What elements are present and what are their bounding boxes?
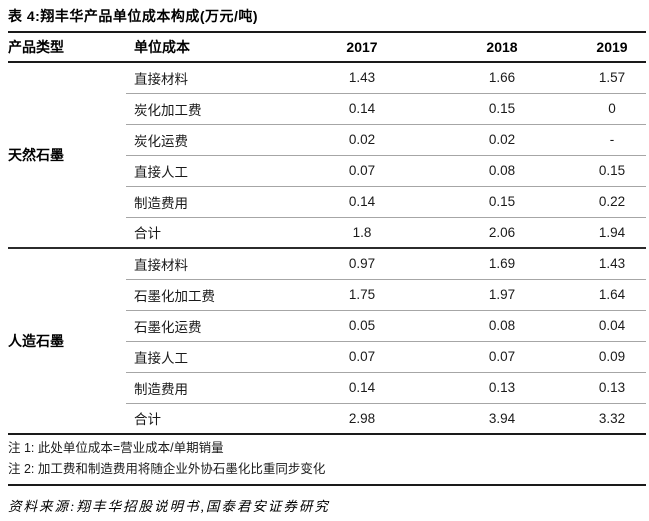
- cell-value: 1.8: [298, 217, 426, 249]
- cell-value: 1.43: [298, 62, 426, 94]
- cell-value: 0.97: [298, 247, 426, 280]
- table-row-subtotal: 合计 2.98 3.94 3.32: [8, 403, 646, 435]
- row-label: 制造费用: [126, 186, 298, 218]
- note-1: 注 1: 此处单位成本=营业成本/单期销量: [8, 441, 224, 455]
- row-label: 合计: [126, 217, 298, 249]
- note-2: 注 2: 加工费和制造费用将随企业外协石墨化比重同步变化: [8, 462, 326, 476]
- cell-value: 0.13: [426, 372, 578, 404]
- cell-value: 0.07: [426, 341, 578, 373]
- row-label: 直接材料: [126, 62, 298, 94]
- table-row: 直接人工 0.07 0.07 0.09: [8, 341, 646, 373]
- header-year-2018: 2018: [426, 33, 578, 63]
- cell-value: 0.15: [426, 186, 578, 218]
- cell-value: 3.94: [426, 403, 578, 435]
- cell-value: 1.94: [578, 217, 646, 249]
- cell-value: 1.57: [578, 62, 646, 94]
- cell-value: 0.02: [426, 124, 578, 156]
- cell-value: 1.75: [298, 279, 426, 311]
- row-label: 制造费用: [126, 372, 298, 404]
- header-year-2017: 2017: [298, 33, 426, 63]
- cell-value: 1.64: [578, 279, 646, 311]
- cell-value: 1.66: [426, 62, 578, 94]
- table-notes: 注 1: 此处单位成本=营业成本/单期销量 注 2: 加工费和制造费用将随企业外…: [8, 435, 646, 486]
- table-row: 石墨化加工费 1.75 1.97 1.64: [8, 279, 646, 311]
- header-unit-cost: 单位成本: [126, 33, 298, 63]
- table-title: 表 4:翔丰华产品单位成本构成(万元/吨): [8, 0, 646, 33]
- row-label: 直接人工: [126, 155, 298, 187]
- cell-value: 0.14: [298, 372, 426, 404]
- table-row: 直接人工 0.07 0.08 0.15: [8, 155, 646, 187]
- row-label: 炭化加工费: [126, 93, 298, 125]
- cell-value: 1.43: [578, 247, 646, 280]
- category-artificial-graphite: 人造石墨: [8, 247, 126, 435]
- cell-value: 0.09: [578, 341, 646, 373]
- cell-value: 0.14: [298, 93, 426, 125]
- cell-value: 0.05: [298, 310, 426, 342]
- header-row: 产品类型 单位成本 2017 2018 2019: [8, 33, 646, 63]
- data-source: 资料来源:翔丰华招股说明书,国泰君安证券研究: [8, 499, 330, 514]
- cell-value: 2.06: [426, 217, 578, 249]
- cell-value: 0.14: [298, 186, 426, 218]
- table-row: 人造石墨 直接材料 0.97 1.69 1.43: [8, 247, 646, 435]
- cell-value: 0.08: [426, 155, 578, 187]
- cell-value: 0.07: [298, 341, 426, 373]
- cell-value: 1.97: [426, 279, 578, 311]
- row-label: 炭化运费: [126, 124, 298, 156]
- unit-cost-table: 产品类型 单位成本 2017 2018 2019 天然石墨 直接材料 1.43 …: [8, 33, 646, 435]
- table-row: 制造费用 0.14 0.13 0.13: [8, 372, 646, 404]
- cell-value: 3.32: [578, 403, 646, 435]
- cell-value: 0.04: [578, 310, 646, 342]
- cell-value: 0.07: [298, 155, 426, 187]
- row-label: 直接人工: [126, 341, 298, 373]
- row-label: 石墨化运费: [126, 310, 298, 342]
- cell-value: 0.13: [578, 372, 646, 404]
- row-label: 石墨化加工费: [126, 279, 298, 311]
- cell-value: 0.02: [298, 124, 426, 156]
- cell-value: 2.98: [298, 403, 426, 435]
- row-label: 合计: [126, 403, 298, 435]
- header-product-type: 产品类型: [8, 33, 126, 63]
- cell-value: 1.69: [426, 247, 578, 280]
- table-row: 天然石墨 直接材料 1.43 1.66 1.57: [8, 62, 646, 249]
- cell-value: 0.22: [578, 186, 646, 218]
- cell-value: 0: [578, 93, 646, 125]
- cell-value: 0.08: [426, 310, 578, 342]
- header-year-2019: 2019: [578, 33, 646, 63]
- table-row: 炭化加工费 0.14 0.15 0: [8, 93, 646, 125]
- table-row: 炭化运费 0.02 0.02 -: [8, 124, 646, 156]
- table-row: 制造费用 0.14 0.15 0.22: [8, 186, 646, 218]
- row-label: 直接材料: [126, 247, 298, 280]
- cell-value: -: [578, 124, 646, 156]
- category-natural-graphite: 天然石墨: [8, 62, 126, 249]
- cell-value: 0.15: [426, 93, 578, 125]
- table-row: 石墨化运费 0.05 0.08 0.04: [8, 310, 646, 342]
- cell-value: 0.15: [578, 155, 646, 187]
